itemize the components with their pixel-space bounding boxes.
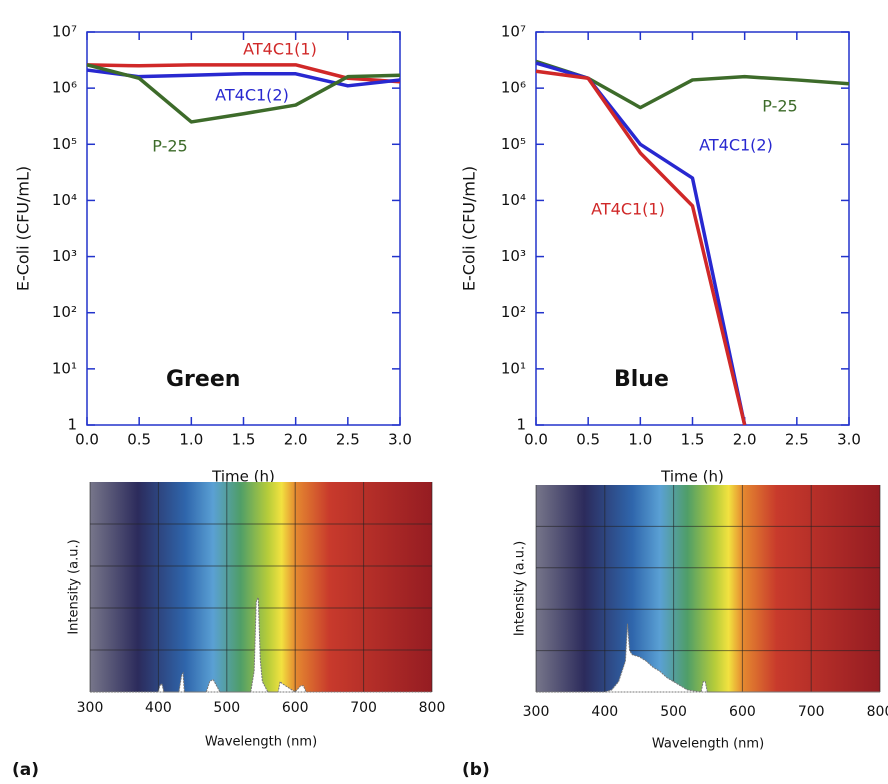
series-label: AT4C1(1) bbox=[591, 200, 665, 219]
y-tick-label: 10³ bbox=[52, 247, 77, 265]
series-line bbox=[535, 61, 747, 426]
y-tick-label: 10⁷ bbox=[501, 23, 526, 41]
x-tick-label: 1.0 bbox=[628, 431, 652, 449]
x-tick-label: 1.5 bbox=[681, 431, 705, 449]
x-axis-label: Wavelength (nm) bbox=[652, 737, 764, 752]
y-axis-label: E-Coli (CFU/mL) bbox=[460, 166, 479, 291]
x-tick-label: 0.5 bbox=[576, 431, 600, 449]
y-tick-label: 10⁷ bbox=[52, 23, 77, 41]
x-tick-label: 800 bbox=[867, 704, 888, 720]
y-tick-label: 10⁵ bbox=[52, 135, 77, 153]
x-tick-label: 2.5 bbox=[336, 431, 360, 449]
spectrum-line bbox=[90, 597, 432, 693]
x-tick-label: 300 bbox=[523, 704, 550, 720]
x-tick-label: 700 bbox=[350, 700, 377, 716]
plot-frame bbox=[86, 31, 401, 426]
series-label: AT4C1(2) bbox=[699, 136, 773, 155]
x-tick-label: 700 bbox=[798, 704, 825, 720]
y-tick-label: 1 bbox=[516, 416, 526, 434]
series-label: P-25 bbox=[762, 97, 797, 116]
x-tick-label: 500 bbox=[660, 704, 687, 720]
series-line bbox=[535, 69, 747, 426]
x-tick-label: 0.0 bbox=[75, 431, 99, 449]
x-tick-label: 2.0 bbox=[284, 431, 308, 449]
x-axis-label: Wavelength (nm) bbox=[205, 735, 317, 750]
y-tick-label: 10⁵ bbox=[501, 135, 526, 153]
y-tick-label: 10⁶ bbox=[501, 79, 526, 97]
x-tick-label: 0.5 bbox=[127, 431, 151, 449]
plot-frame bbox=[535, 31, 850, 426]
panel-label: (a) bbox=[12, 760, 39, 780]
series-label: P-25 bbox=[152, 137, 187, 156]
spectrum-background bbox=[90, 482, 432, 692]
annotation: Blue bbox=[614, 367, 669, 392]
y-tick-label: 10⁶ bbox=[52, 79, 77, 97]
x-tick-label: 3.0 bbox=[837, 431, 861, 449]
spectrum-line bbox=[536, 623, 880, 693]
y-tick-label: 10¹ bbox=[501, 359, 526, 377]
x-tick-label: 500 bbox=[213, 700, 240, 716]
spectrum-background bbox=[536, 485, 880, 692]
y-tick-label: 10⁴ bbox=[52, 191, 77, 209]
x-tick-label: 1.5 bbox=[232, 431, 256, 449]
series-line bbox=[535, 59, 850, 110]
y-tick-label: 1 bbox=[67, 416, 77, 434]
panel-label: (b) bbox=[462, 760, 490, 780]
y-tick-label: 10¹ bbox=[52, 359, 77, 377]
x-tick-label: 3.0 bbox=[388, 431, 412, 449]
x-tick-label: 300 bbox=[77, 700, 104, 716]
annotation: Green bbox=[166, 367, 240, 392]
y-tick-label: 10² bbox=[52, 303, 77, 321]
x-tick-label: 2.5 bbox=[785, 431, 809, 449]
x-tick-label: 800 bbox=[419, 700, 446, 716]
x-tick-label: 400 bbox=[145, 700, 172, 716]
x-tick-label: 600 bbox=[282, 700, 309, 716]
x-tick-label: 400 bbox=[591, 704, 618, 720]
y-axis-label: Intensity (a.u.) bbox=[513, 541, 528, 636]
series-label: AT4C1(2) bbox=[215, 86, 289, 105]
x-axis-label: Time (h) bbox=[660, 468, 724, 486]
y-tick-label: 10² bbox=[501, 303, 526, 321]
y-tick-label: 10⁴ bbox=[501, 191, 526, 209]
series-label: AT4C1(1) bbox=[243, 40, 317, 59]
x-tick-label: 2.0 bbox=[733, 431, 757, 449]
x-tick-label: 0.0 bbox=[524, 431, 548, 449]
y-axis-label: E-Coli (CFU/mL) bbox=[14, 166, 33, 291]
x-axis-label: Time (h) bbox=[211, 468, 275, 486]
series-line bbox=[86, 63, 401, 124]
y-tick-label: 10³ bbox=[501, 247, 526, 265]
x-tick-label: 1.0 bbox=[179, 431, 203, 449]
y-axis-label: Intensity (a.u.) bbox=[67, 539, 82, 634]
x-tick-label: 600 bbox=[729, 704, 756, 720]
